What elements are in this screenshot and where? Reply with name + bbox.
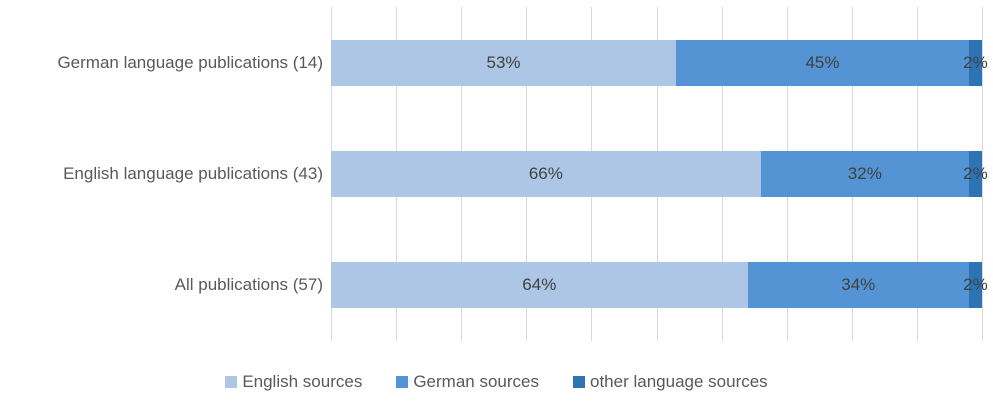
data-label: 2% bbox=[963, 275, 988, 295]
data-label: 34% bbox=[841, 275, 876, 295]
legend-item: other language sources bbox=[573, 372, 768, 392]
bar-segment-english: 66% bbox=[331, 151, 761, 197]
category-label: All publications (57) bbox=[174, 275, 323, 295]
legend-label: other language sources bbox=[590, 372, 768, 391]
data-label: 2% bbox=[963, 164, 988, 183]
data-label: 64% bbox=[522, 275, 557, 295]
stacked-bar: 53% 45% 2% bbox=[331, 39, 988, 86]
category-axis: German language publications (14) English… bbox=[0, 7, 323, 341]
data-label: 32% bbox=[847, 164, 882, 183]
data-label: 66% bbox=[528, 164, 563, 183]
data-label: 53% bbox=[486, 52, 521, 72]
bar-segment-german: 45% bbox=[676, 39, 969, 86]
gridline bbox=[982, 7, 983, 341]
legend-item: German sources bbox=[396, 372, 539, 392]
legend-item: English sources bbox=[225, 372, 362, 392]
plot-area: 53% 45% 2% 66% 32% 2% 64% 34% 2% bbox=[331, 7, 988, 341]
data-label: 45% bbox=[805, 52, 840, 72]
data-label: 2% bbox=[963, 52, 988, 72]
legend-swatch-icon bbox=[573, 376, 585, 388]
category-label: English language publications (43) bbox=[63, 164, 323, 183]
bar-segment-english: 53% bbox=[331, 39, 677, 86]
bar-segment-other: 2% bbox=[963, 39, 988, 86]
bar-segment-german: 34% bbox=[747, 262, 969, 309]
bar-segment-german: 32% bbox=[760, 151, 969, 197]
legend: English sources German sources other langu… bbox=[0, 367, 993, 397]
category-label: German language publications (14) bbox=[57, 52, 323, 72]
stacked-bar: 66% 32% 2% bbox=[331, 151, 988, 197]
bar-segment-other: 2% bbox=[963, 262, 988, 309]
legend-label: English sources bbox=[242, 372, 363, 391]
stacked-bar: 64% 34% 2% bbox=[331, 262, 988, 309]
bar-segment-english: 64% bbox=[331, 262, 748, 309]
legend-swatch-icon bbox=[396, 376, 409, 388]
legend-swatch-icon bbox=[225, 376, 238, 388]
bar-segment-other: 2% bbox=[963, 151, 988, 197]
legend-label: German sources bbox=[413, 372, 539, 391]
